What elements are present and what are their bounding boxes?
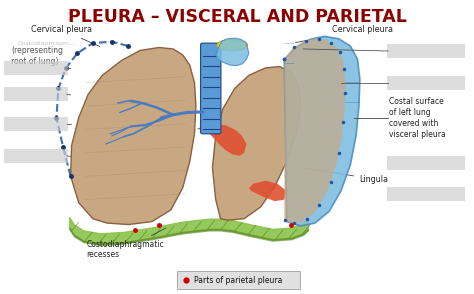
Ellipse shape — [217, 40, 247, 51]
FancyBboxPatch shape — [176, 271, 300, 289]
FancyBboxPatch shape — [4, 61, 68, 75]
Text: Cervical pleura: Cervical pleura — [295, 26, 392, 43]
Text: PLEURA – VISCERAL AND PARIETAL: PLEURA – VISCERAL AND PARIETAL — [68, 8, 406, 26]
Polygon shape — [212, 66, 301, 220]
Text: Costodiaphragm...: Costodiaphragm... — [17, 41, 75, 46]
Text: (representing
root of lung): (representing root of lung) — [11, 46, 63, 66]
Polygon shape — [71, 48, 196, 225]
FancyBboxPatch shape — [4, 116, 68, 131]
Polygon shape — [249, 181, 287, 201]
FancyBboxPatch shape — [387, 44, 465, 58]
Text: Costal surface
of left lung
covered with
visceral pleura: Costal surface of left lung covered with… — [389, 97, 446, 139]
Text: Cervical pleura: Cervical pleura — [31, 26, 100, 46]
FancyBboxPatch shape — [201, 43, 221, 134]
Text: Parts of parietal pleura: Parts of parietal pleura — [193, 276, 282, 285]
Text: Lingula: Lingula — [305, 168, 388, 184]
FancyBboxPatch shape — [387, 187, 465, 201]
Polygon shape — [197, 125, 246, 156]
Polygon shape — [284, 36, 360, 226]
Text: Costodiaphragmatic
recesses: Costodiaphragmatic recesses — [87, 228, 166, 259]
Polygon shape — [284, 38, 346, 224]
FancyBboxPatch shape — [4, 87, 68, 101]
FancyBboxPatch shape — [387, 156, 465, 170]
FancyBboxPatch shape — [387, 76, 465, 90]
Polygon shape — [216, 38, 249, 66]
FancyBboxPatch shape — [4, 149, 68, 163]
